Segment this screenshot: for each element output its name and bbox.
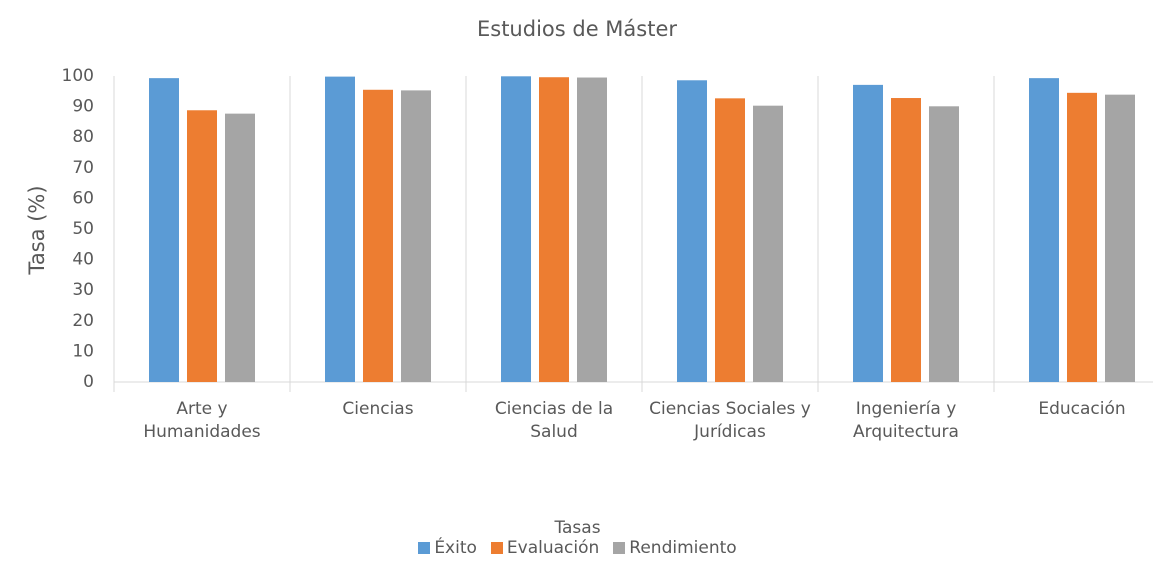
bar [891,98,921,383]
legend-title: Tasas [554,518,601,538]
bar [187,110,217,382]
bar [753,105,783,382]
bar [1067,92,1097,382]
bar [929,106,959,382]
bar [1029,78,1059,382]
y-tick-label: 20 [72,311,94,331]
x-tick-label: Ingeniería y Arquitectura [853,399,959,442]
bar [401,90,431,382]
bar [325,76,355,382]
y-tick-label: 100 [62,66,94,86]
legend-label: Evaluación [506,538,600,558]
legend-swatch [418,542,431,554]
bar [149,78,179,382]
y-tick-label: 50 [72,219,94,239]
y-tick-label: 90 [72,97,94,117]
y-tick-label: 40 [72,250,94,270]
legend-swatch [613,542,626,554]
chart-title: Estudios de Máster [477,17,677,41]
bar [363,89,393,383]
bar [715,98,745,382]
x-tick-label: Ciencias de la Salud [494,399,614,442]
x-tick-label: Ciencias Sociales y Jurídicas [649,399,811,442]
legend-item: Éxito [418,538,477,558]
bar [225,113,255,382]
legend-swatch [490,542,503,554]
legend: Éxito Evaluación Rendimiento [0,538,1155,558]
bar [1105,94,1135,382]
y-tick-label: 30 [72,280,94,300]
y-tick-label: 80 [72,127,94,147]
bar [677,80,707,382]
y-tick-label: 10 [72,341,94,361]
bar [539,77,569,382]
x-tick-label: Arte y Humanidades [143,399,261,442]
y-tick-label: 0 [83,372,94,392]
bar [501,76,531,382]
x-tick-label: Ciencias [342,399,414,419]
y-tick-label: 60 [72,188,94,208]
x-tick-label: Educación [1038,399,1126,419]
legend-label: Éxito [434,538,477,558]
bar [853,84,883,383]
legend-label: Rendimiento [629,538,737,558]
legend-item: Rendimiento [613,538,737,558]
bar [577,77,607,382]
y-axis-label: Tasa (%) [25,185,49,275]
y-tick-label: 70 [72,158,94,178]
legend-item: Evaluación [490,538,600,558]
